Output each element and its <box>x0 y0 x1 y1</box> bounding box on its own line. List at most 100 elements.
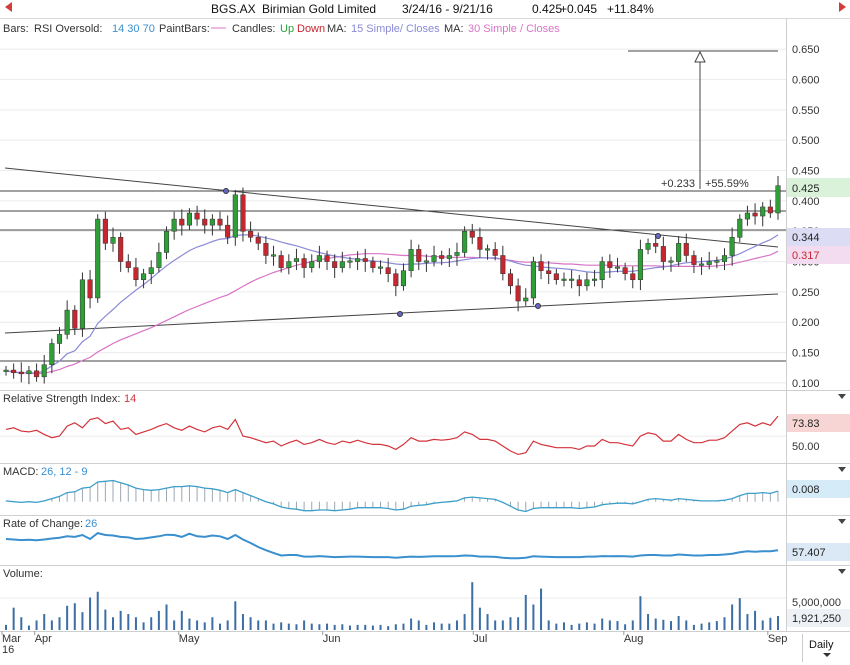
candle-body <box>18 371 24 375</box>
next-arrow-icon[interactable] <box>839 2 846 12</box>
rsi-line <box>0 415 786 456</box>
volume-bar <box>173 620 176 630</box>
candle-body <box>202 218 208 226</box>
volume-bar <box>662 619 665 630</box>
candle-body <box>225 224 231 238</box>
candle-body <box>760 206 766 217</box>
volume-bar <box>540 588 543 630</box>
candle-body <box>301 258 307 268</box>
candle-body <box>561 278 567 281</box>
volume-bar <box>234 601 237 630</box>
quote-header-bar: BGS.AX Birimian Gold Limited 3/24/16 - 9… <box>0 0 850 19</box>
volume-bar <box>677 615 680 630</box>
roc-collapse-icon[interactable] <box>838 519 846 524</box>
candle-body <box>668 260 674 263</box>
trend-point[interactable] <box>655 233 661 239</box>
volume-badge <box>787 609 850 627</box>
volume-bar <box>715 621 718 630</box>
candle-body <box>41 364 47 378</box>
trend-point[interactable] <box>535 303 541 309</box>
volume-bar <box>532 604 535 630</box>
candle-body <box>125 261 131 268</box>
ma30-series <box>5 250 779 375</box>
candle-body <box>286 261 292 268</box>
period-selector[interactable]: Daily <box>802 634 850 662</box>
candle-body <box>102 218 108 244</box>
last-price: 0.425 <box>532 2 563 16</box>
volume-bar <box>119 610 122 630</box>
candle-body <box>34 370 40 378</box>
candle-body <box>148 267 154 274</box>
candle-body <box>11 369 17 374</box>
trend-point[interactable] <box>397 311 403 317</box>
candle-body <box>347 260 353 263</box>
volume-bar <box>517 617 520 630</box>
candle-body <box>49 343 55 365</box>
volume-bar <box>157 610 160 630</box>
volume-bar <box>417 620 420 630</box>
candle-body <box>714 260 720 263</box>
price-tick-label: 0.550 <box>792 105 820 117</box>
volume-bar <box>471 582 474 630</box>
candle-body <box>362 258 368 262</box>
volume-bar <box>608 620 611 630</box>
volume-bar <box>20 617 23 630</box>
candle-body <box>469 230 475 238</box>
candle-body <box>569 278 575 281</box>
roc-label: Rate of Change: <box>3 518 83 530</box>
candle-body <box>553 273 559 281</box>
macd-collapse-icon[interactable] <box>838 467 846 472</box>
volume-bar <box>371 625 374 630</box>
x-month-label: Sep <box>768 633 788 645</box>
volume-bar <box>211 617 214 630</box>
prev-arrow-icon[interactable] <box>5 2 12 12</box>
candle-body <box>507 273 514 287</box>
roc-line <box>5 532 779 560</box>
candle-body <box>26 370 32 375</box>
ma30-badge <box>787 246 850 264</box>
candle-body <box>393 273 399 287</box>
legend-bars: Bars: <box>3 23 29 35</box>
price-change-pct: +11.84% <box>607 2 654 16</box>
ma30-badge-text: 0.317 <box>792 250 820 262</box>
volume-bar <box>96 591 99 630</box>
ma15-badge-text: 0.344 <box>792 232 820 244</box>
candle-body <box>637 249 643 281</box>
volume-bar <box>295 624 298 630</box>
rsi-param: 14 <box>124 393 136 405</box>
volume-bar <box>58 617 61 630</box>
volume-label: Volume: <box>3 568 43 580</box>
volume-bar <box>379 624 382 630</box>
volume-bar <box>524 594 527 630</box>
measure-pct-label: +55.59% <box>705 178 749 190</box>
volume-bar <box>257 620 260 630</box>
upper-trendline[interactable] <box>4 167 779 248</box>
lower-trendline[interactable] <box>4 293 779 334</box>
volume-bar <box>631 620 634 630</box>
rsi-collapse-icon[interactable] <box>838 394 846 399</box>
candle-body <box>607 261 613 268</box>
candle-body <box>676 243 682 262</box>
candlesticks <box>3 176 781 385</box>
volume-bar <box>692 624 695 630</box>
volume-bar <box>226 620 229 630</box>
volume-bar <box>448 623 451 630</box>
volume-bar <box>731 604 734 630</box>
volume-bar <box>219 623 222 630</box>
volume-bar <box>142 622 145 630</box>
price-axis: 0.6500.6000.5500.5000.4500.4000.3500.300… <box>792 44 820 390</box>
ma15-line <box>5 234 779 374</box>
trend-point[interactable] <box>223 188 229 194</box>
legend-candles-down: Down <box>297 23 325 35</box>
volume-collapse-icon[interactable] <box>838 569 846 574</box>
price-tick-label: 0.450 <box>792 166 820 178</box>
candle-body <box>408 249 414 271</box>
volume-bar <box>578 623 581 630</box>
volume-bar <box>188 618 191 630</box>
volume-bar <box>570 624 573 630</box>
volume-bar <box>50 620 53 630</box>
volume-bar <box>66 605 69 630</box>
candle-body <box>232 194 238 238</box>
candle-body <box>706 261 712 265</box>
volume-bar <box>356 624 359 630</box>
